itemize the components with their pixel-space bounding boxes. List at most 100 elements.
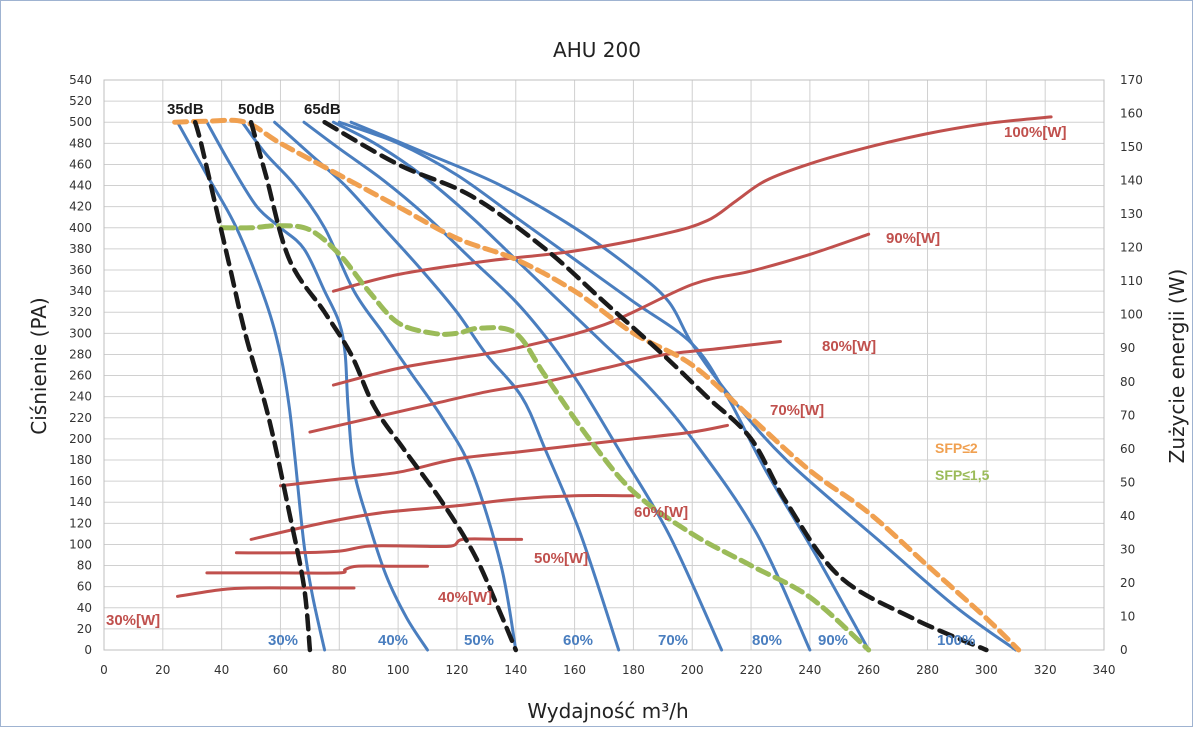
- fan-curve-label: 90%: [818, 632, 848, 649]
- y-tick-label: 80: [77, 559, 92, 573]
- x-tick-label: 320: [1034, 663, 1057, 677]
- y2-tick-label: 150: [1120, 140, 1143, 154]
- x-tick-label: 240: [798, 663, 821, 677]
- x-tick-label: 180: [622, 663, 645, 677]
- noise-curve-label: 50dB: [238, 101, 275, 118]
- y2-tick-label: 120: [1120, 241, 1143, 255]
- sfp-curve-line: [172, 117, 1022, 653]
- x-tick-label: 200: [681, 663, 704, 677]
- power-curve-line: [234, 537, 524, 555]
- x-tick-label: 120: [445, 663, 468, 677]
- sfp-curves: [172, 117, 1022, 653]
- x-tick-label: 280: [916, 663, 939, 677]
- x-tick-label: 220: [740, 663, 763, 677]
- noise-curve-line: [322, 119, 989, 653]
- y2-tick-label: 0: [1120, 643, 1128, 657]
- y-tick-label: 400: [69, 221, 92, 235]
- y2-tick-label: 30: [1120, 542, 1135, 556]
- y2-tick-label: 90: [1120, 341, 1135, 355]
- fan-curve-label: 40%: [378, 632, 408, 649]
- y-tick-label: 460: [69, 157, 92, 171]
- y-tick-label: 100: [69, 537, 92, 551]
- y2-tick-label: 50: [1120, 475, 1135, 489]
- y-tick-label: 300: [69, 326, 92, 340]
- y-tick-label: 280: [69, 347, 92, 361]
- power-curve-line: [331, 232, 871, 387]
- y-tick-label: 160: [69, 474, 92, 488]
- power-curve-label: 30%[W]: [106, 612, 160, 629]
- x-tick-label: 140: [504, 663, 527, 677]
- power-curve-label: 80%[W]: [822, 338, 876, 355]
- y2-tick-label: 130: [1120, 207, 1143, 221]
- y-tick-label: 20: [77, 622, 92, 636]
- y-tick-label: 180: [69, 453, 92, 467]
- power-curve-label: 100%[W]: [1004, 124, 1067, 141]
- y-tick-label: 420: [69, 200, 92, 214]
- y-tick-label: 40: [77, 601, 92, 615]
- y2-tick-label: 60: [1120, 442, 1135, 456]
- x-axis-label: Wydajność m³/h: [527, 699, 688, 723]
- y-tick-label: 240: [69, 390, 92, 404]
- y2-tick-label: 140: [1120, 174, 1143, 188]
- chart-title: AHU 200: [553, 38, 641, 62]
- y-tick-label: 320: [69, 305, 92, 319]
- fan-curve-line: [349, 120, 1018, 652]
- fan-curve-label: 70%: [658, 632, 688, 649]
- x-tick-label: 160: [563, 663, 586, 677]
- y-tick-label: 440: [69, 179, 92, 193]
- y-tick-label: 500: [69, 115, 92, 129]
- power-curve-line: [176, 586, 356, 598]
- noise-curve-label: 35dB: [167, 101, 204, 118]
- y-tick-label: 140: [69, 495, 92, 509]
- fan-curve-line: [331, 120, 812, 652]
- y2-tick-label: 80: [1120, 375, 1135, 389]
- y-axis-ticks: 0 20 40 60 80 100 120 140 160 180 200 220 240 260 280 3…: [69, 73, 92, 657]
- sfp-label: SFP≤1,5: [935, 467, 990, 483]
- x-tick-label: 20: [155, 663, 170, 677]
- power-curve-label: 40%[W]: [438, 589, 492, 606]
- fan-curve-label: 30%: [268, 632, 298, 649]
- fan-curve-label: 100%: [937, 632, 975, 649]
- y-tick-label: 260: [69, 369, 92, 383]
- y-tick-label: 360: [69, 263, 92, 277]
- x-tick-label: 0: [100, 663, 108, 677]
- noise-curve-line: [192, 119, 313, 653]
- fan-curve-label: 50%: [464, 632, 494, 649]
- y2-axis-ticks: 0 10 20 30 40 50 60 70 80 90 100 110 120 130 140 150 160…: [1120, 73, 1143, 657]
- power-curve-label: 90%[W]: [886, 230, 940, 247]
- power-curve-label: 70%[W]: [770, 402, 824, 419]
- y2-tick-label: 70: [1120, 408, 1135, 422]
- y-tick-label: 60: [77, 580, 92, 594]
- y-tick-label: 380: [69, 242, 92, 256]
- y-tick-label: 0: [84, 643, 92, 657]
- noise-curve-label: 65dB: [304, 101, 341, 118]
- power-curve-line: [205, 564, 429, 575]
- fan-curve-line: [240, 120, 518, 652]
- sfp-label: SFP≤2: [935, 440, 978, 456]
- x-tick-label: 40: [214, 663, 229, 677]
- y-axis-label: Ciśnienie (PA): [27, 297, 51, 434]
- x-tick-label: 300: [975, 663, 998, 677]
- x-tick-label: 340: [1093, 663, 1116, 677]
- y2-tick-label: 170: [1120, 73, 1143, 87]
- power-curves: [176, 115, 1053, 598]
- power-curve-label: 50%[W]: [534, 550, 588, 567]
- y-tick-label: 520: [69, 94, 92, 108]
- fan-curve-line: [176, 120, 327, 652]
- fan-curve-line: [273, 120, 621, 652]
- y2-axis-label: Zużycie energii (W): [1165, 269, 1189, 464]
- fan-curve-label: 80%: [752, 632, 782, 649]
- noise-curves: [192, 119, 989, 653]
- y-tick-label: 220: [69, 411, 92, 425]
- x-tick-label: 100: [387, 663, 410, 677]
- x-axis-ticks: 0 20 40 60 80 100 120 140 160 180 200 220 240 260 280 3…: [100, 663, 1115, 677]
- x-tick-label: 60: [273, 663, 288, 677]
- power-curve-label: 60%[W]: [634, 504, 688, 521]
- plot-border: [103, 79, 1105, 651]
- series-labels: 30% 40% 50% 60% 70% 80% 90% 100% 30%[W] 40%[W] 50%…: [106, 101, 1067, 649]
- x-tick-label: 260: [857, 663, 880, 677]
- power-curve-line: [279, 423, 729, 488]
- power-curve-line: [331, 115, 1053, 293]
